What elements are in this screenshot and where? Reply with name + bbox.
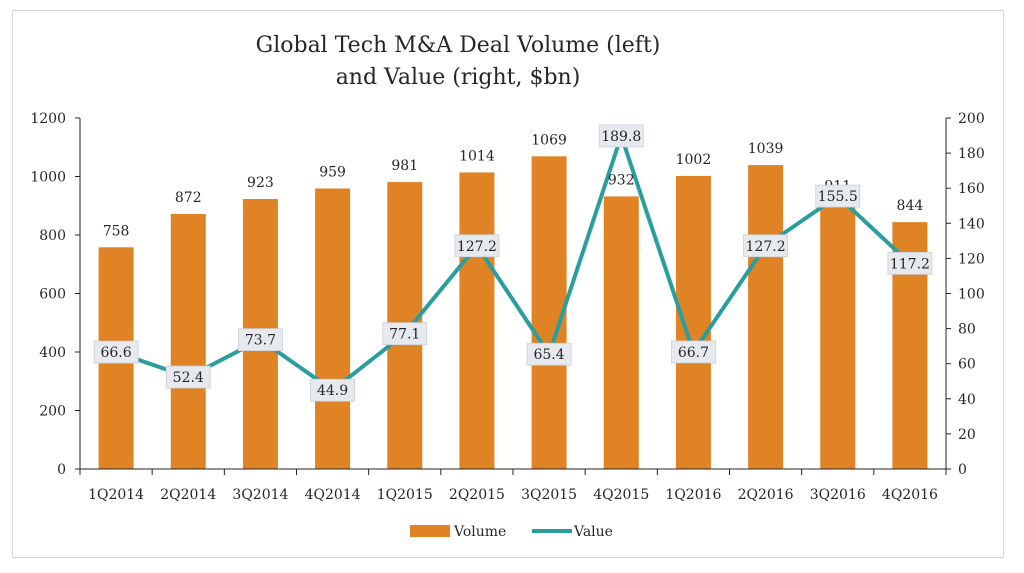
x-tick-label-4Q2016: 4Q2016: [882, 487, 938, 503]
value-label-2Q2015: 127.2: [457, 239, 497, 255]
x-tick-label-2Q2015: 2Q2015: [449, 487, 505, 503]
value-label-box-1Q2014: [93, 340, 139, 364]
left-tick-label: 400: [39, 345, 66, 361]
left-tick-label: 0: [57, 462, 66, 478]
right-tick-label: 100: [958, 287, 985, 303]
legend-volume-label: Volume: [453, 524, 506, 540]
x-tick-label-4Q2014: 4Q2014: [305, 487, 361, 503]
x-tick-label-3Q2015: 3Q2015: [521, 487, 577, 503]
bar-2Q2015: [459, 172, 495, 469]
value-label-2Q2016: 127.2: [746, 239, 786, 255]
right-tick-label: 200: [958, 111, 985, 127]
bar-4Q2014: [315, 188, 351, 469]
left-tick-label: 1200: [30, 111, 66, 127]
left-tick-label: 1000: [30, 170, 66, 186]
value-series-line: [115, 133, 912, 393]
x-tick-label-1Q2015: 1Q2015: [377, 487, 433, 503]
bar-1Q2016: [675, 175, 711, 470]
value-label-3Q2014: 73.7: [245, 333, 276, 349]
bar-2Q2016: [748, 165, 784, 469]
value-label-box-2Q2016: [743, 234, 788, 258]
bar-4Q2015: [603, 196, 639, 469]
bar-label-4Q2016: 844: [897, 198, 924, 214]
bar-label-3Q2014: 923: [247, 175, 274, 191]
value-label-box-2Q2015: [454, 234, 500, 258]
x-tick-label-4Q2015: 4Q2015: [593, 487, 649, 503]
value-label-1Q2015: 77.1: [389, 327, 420, 343]
value-label-box-3Q2016: [815, 184, 861, 208]
bar-label-2Q2016: 1039: [748, 141, 784, 157]
x-tick-label-3Q2014: 3Q2014: [232, 487, 288, 503]
value-label-4Q2015: 189.8: [601, 129, 641, 145]
right-tick-label: 20: [958, 427, 976, 443]
value-label-box-3Q2014: [238, 328, 283, 352]
right-tick-label: 140: [958, 216, 985, 232]
value-label-2Q2014: 52.4: [173, 370, 204, 386]
bar-3Q2016: [820, 202, 856, 469]
right-tick-label: 0: [958, 462, 967, 478]
right-tick-label: 160: [958, 181, 985, 197]
value-label-box-1Q2016: [671, 340, 716, 364]
value-label-3Q2016: 155.5: [818, 189, 858, 205]
bar-label-2Q2015: 1014: [459, 148, 495, 164]
legend-value-label: Value: [573, 524, 613, 540]
x-tick-label-2Q2014: 2Q2014: [160, 487, 216, 503]
chart-title-line-2: and Value (right, $bn): [336, 65, 581, 90]
value-label-box-1Q2015: [382, 322, 428, 346]
value-label-box-4Q2016: [887, 251, 933, 275]
value-label-4Q2016: 117.2: [890, 256, 930, 272]
bar-label-2Q2014: 872: [175, 190, 202, 206]
right-tick-label: 60: [958, 357, 976, 373]
right-tick-label: 40: [958, 392, 976, 408]
bar-label-1Q2015: 981: [391, 158, 418, 174]
x-tick-label-1Q2014: 1Q2014: [88, 487, 144, 503]
value-label-4Q2014: 44.9: [317, 383, 348, 399]
right-tick-label: 80: [958, 322, 976, 338]
value-label-1Q2014: 66.6: [100, 345, 131, 361]
value-label-box-3Q2015: [526, 342, 572, 366]
bar-2Q2014: [170, 213, 206, 469]
value-label-1Q2016: 66.7: [678, 345, 709, 361]
right-tick-label: 180: [958, 146, 985, 162]
x-tick-label-3Q2016: 3Q2016: [810, 487, 866, 503]
legend-volume-swatch: [410, 525, 450, 537]
chart-title-line-1: Global Tech M&A Deal Volume (left): [256, 33, 661, 58]
value-label-3Q2015: 65.4: [533, 347, 564, 363]
x-tick-label-2Q2016: 2Q2016: [738, 487, 794, 503]
bar-label-3Q2015: 1069: [531, 132, 567, 148]
bar-label-1Q2016: 1002: [676, 152, 712, 168]
left-tick-label: 200: [39, 404, 66, 420]
bar-label-1Q2014: 758: [103, 223, 130, 239]
left-tick-label: 600: [39, 287, 66, 303]
x-tick-label-1Q2016: 1Q2016: [665, 487, 721, 503]
bar-label-4Q2015: 932: [608, 172, 635, 188]
value-label-box-4Q2014: [310, 378, 355, 402]
right-tick-label: 120: [958, 251, 985, 267]
value-label-box-2Q2014: [165, 365, 211, 389]
left-tick-label: 800: [39, 228, 66, 244]
bar-label-4Q2014: 959: [319, 164, 346, 180]
value-label-box-4Q2015: [598, 124, 644, 148]
